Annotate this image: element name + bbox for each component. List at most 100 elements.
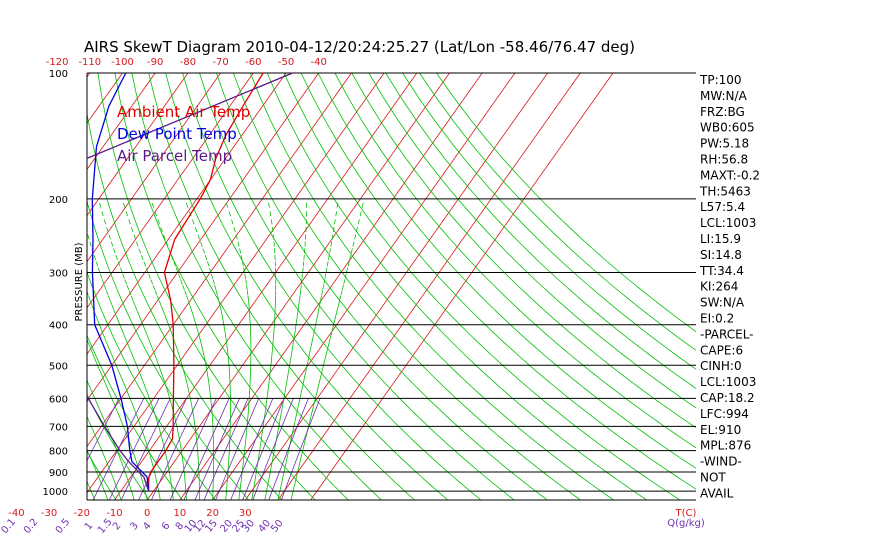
pressure-tick-label: 900 [49, 468, 68, 479]
mixing-ratio-line [183, 398, 230, 501]
isotherm-line [86, 72, 385, 493]
isotherm-line [146, 72, 450, 501]
bottom-temperature-tick-label: 10 [174, 508, 187, 519]
isotherm-line [244, 72, 548, 501]
stability-index-item: EI:0.2 [700, 312, 734, 326]
moist-adiabat-line [121, 198, 200, 500]
stability-index-item: TP:100 [699, 73, 742, 87]
mixing-ratio-tick-label: 30 [240, 518, 257, 535]
stability-index-item: EL:910 [700, 423, 741, 437]
stability-index-item: SI:14.8 [700, 248, 742, 262]
stability-index-item: LI:15.9 [700, 232, 741, 246]
pressure-tick-label: 500 [49, 361, 68, 372]
pressure-tick-label: 1000 [43, 487, 68, 498]
stability-index-item: LCL:1003 [700, 216, 756, 230]
legend-entry-dewpoint: Dew Point Temp [117, 125, 237, 143]
top-temperature-ticks: -120 -110 -100 -90 -80 -70 -60 -50 -40 [46, 57, 327, 68]
stability-index-item: LFC:994 [700, 407, 749, 421]
top-temperature-tick-label: -90 [147, 57, 163, 68]
stability-index-item: L57:5.4 [700, 200, 745, 214]
bottom-temperature-tick-label: -30 [41, 508, 57, 519]
moist-adiabat-line [224, 198, 252, 501]
top-temperature-tick-label: -110 [78, 57, 101, 68]
moist-adiabat-line [150, 198, 215, 501]
dewpoint-profile-line [91, 72, 150, 492]
mixing-ratio-tick-label: 6 [160, 520, 173, 532]
temperature-profile-line [147, 72, 264, 492]
top-temperature-tick-label: -60 [245, 57, 261, 68]
bottom-temperature-tick-label: 30 [239, 508, 252, 519]
mixing-ratio-line [242, 398, 285, 501]
mixing-ratio-unit-label: Q(g/kg) [667, 518, 705, 529]
stability-index-item: PW:5.18 [700, 137, 749, 151]
chart-title: AIRS SkewT Diagram 2010-04-12/20:24:25.2… [84, 38, 635, 56]
mixing-ratio-line [230, 398, 274, 501]
mixing-ratio-tick-label: 4 [141, 520, 154, 532]
bottom-temperature-tick-label: -20 [74, 508, 90, 519]
y-axis-label: PRESSURE (MB) [74, 242, 85, 321]
stability-index-item: SW:N/A [700, 296, 745, 310]
moist-adiabat-line [98, 198, 187, 501]
stability-index-item: MPL:876 [700, 439, 751, 453]
moist-adiabat-line [86, 416, 122, 501]
stability-index-item: CAP:18.2 [700, 391, 755, 405]
top-temperature-tick-label: -100 [111, 57, 134, 68]
isotherm-line [86, 72, 287, 355]
mixing-ratio-line [169, 398, 217, 501]
stability-index-item: MW:N/A [700, 89, 748, 103]
mixing-ratio-tick-label: 50 [269, 518, 286, 535]
dry-adiabat-line [317, 72, 697, 469]
temperature-unit-label: T(C) [675, 508, 697, 519]
legend-entry-temperature: Ambient Air Temp [117, 103, 250, 121]
pressure-tick-label: 600 [49, 394, 68, 405]
legend-entry-parcel: Air Parcel Temp [117, 147, 232, 165]
dry-adiabat-line [334, 72, 697, 449]
top-temperature-tick-label: -120 [46, 57, 69, 68]
bottom-temperature-tick-label: 0 [144, 508, 150, 519]
mixing-ratio-line [120, 398, 171, 501]
mixing-ratio-line [281, 398, 321, 501]
pressure-tick-label: 800 [49, 447, 68, 458]
isotherm-line [86, 72, 254, 309]
moist-adiabat-line [290, 198, 365, 501]
stability-index-item: CAPE:6 [700, 343, 743, 357]
top-temperature-tick-label: -70 [212, 57, 228, 68]
top-temperature-tick-label: -80 [180, 57, 196, 68]
moist-adiabat-line [86, 291, 161, 501]
stability-index-item: MAXT:-0.2 [700, 168, 760, 182]
mixing-ratio-line [268, 398, 309, 501]
isotherm-line [86, 72, 221, 262]
dry-adiabat-line [86, 113, 283, 501]
isotherm-line [86, 72, 189, 216]
mixing-ratio-tick-label: 2 [111, 520, 124, 532]
stability-index-item: FRZ:BG [700, 105, 745, 119]
pressure-lines: 100 200 300 400 500 600 700 800 900 1000 [43, 69, 696, 501]
parcel-extension-line [86, 72, 293, 159]
parcel-profile-line [86, 396, 150, 492]
isotherm-line [86, 72, 320, 401]
bottom-temperature-tick-label: -10 [106, 508, 122, 519]
mixing-ratio-line [215, 398, 260, 501]
stability-index-item: -WIND- [700, 455, 742, 469]
stability-index-item: KI:264 [700, 280, 738, 294]
isotherm-line [310, 72, 614, 501]
stability-index-item: TH:5463 [699, 184, 751, 198]
pressure-tick-label: 200 [49, 195, 68, 206]
mixing-ratio-line [252, 398, 294, 501]
top-temperature-tick-label: -50 [278, 57, 294, 68]
mixing-ratio-tick-label: 8 [174, 520, 187, 532]
bottom-temperature-tick-label: 20 [206, 508, 219, 519]
moist-adiabat-line [86, 380, 135, 501]
mixing-ratio-tick-label: 0.5 [54, 517, 73, 536]
isotherm-line [277, 72, 581, 501]
mixing-ratio-tick-label: 15 [203, 518, 220, 535]
mixing-ratio-line [151, 398, 200, 501]
mixing-ratio-tick-label: 1 [83, 520, 96, 532]
dry-adiabat-line [368, 72, 697, 409]
top-temperature-tick-label: -40 [311, 57, 327, 68]
isotherm-line [114, 72, 418, 501]
stability-index-item: RH:56.8 [700, 153, 748, 167]
stability-index-item: LCL:1003 [700, 375, 756, 389]
